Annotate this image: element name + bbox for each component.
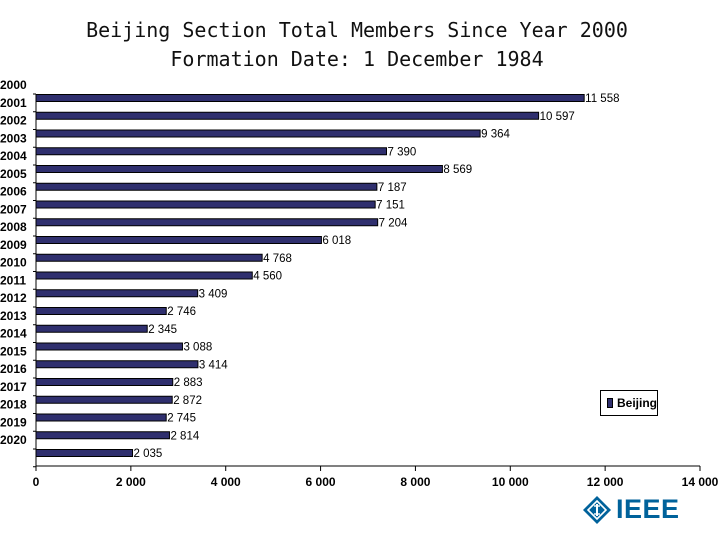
bar (35, 378, 174, 386)
ieee-logo: IEEE (582, 494, 680, 525)
y-tick-label: 2003 (0, 131, 27, 145)
bar (35, 271, 253, 280)
bar-value-label: 10 597 (540, 111, 575, 123)
y-tick-label: 2013 (0, 309, 27, 323)
bar (35, 218, 379, 227)
bar-value-label: 2 035 (134, 448, 163, 460)
y-tick-label: 2015 (0, 344, 27, 358)
bar (35, 165, 443, 173)
ieee-diamond-icon (583, 495, 611, 524)
bar (35, 449, 134, 457)
bar-value-label: 3 414 (199, 359, 228, 371)
y-tick-label: 2016 (0, 362, 27, 376)
chart-legend: Beijing (600, 390, 658, 416)
bar-value-label: 2 883 (174, 377, 203, 389)
bar-value-label: 4 768 (263, 253, 292, 265)
bar-value-label: 7 390 (387, 146, 416, 158)
y-tick-label: 2000 (0, 78, 27, 92)
y-tick-label: 2006 (0, 185, 27, 199)
y-tick-label: 2010 (0, 256, 27, 270)
x-tick-label: 10 000 (492, 475, 529, 489)
x-tick-label: 0 (33, 475, 40, 489)
bar (35, 431, 170, 440)
y-tick-label: 2014 (0, 327, 27, 341)
y-tick-label: 2007 (0, 202, 27, 216)
chart-title-line-1: Beijing Section Total Members Since Year… (86, 18, 628, 42)
y-tick-label: 2017 (0, 380, 27, 394)
ieee-wordmark: IEEE (616, 494, 680, 524)
bar (35, 307, 167, 315)
bar (35, 324, 148, 333)
bar (35, 129, 481, 138)
bar (35, 147, 387, 156)
bar (35, 182, 378, 191)
bar-value-label: 3 088 (183, 342, 212, 354)
y-tick-label: 2004 (0, 149, 27, 163)
bar-value-label: 2 814 (170, 430, 199, 442)
bar (35, 289, 199, 298)
bar (35, 395, 173, 404)
bar-value-label: 2 746 (167, 306, 196, 318)
chart-title-line-2: Formation Date: 1 December 1984 (170, 47, 544, 71)
bar (35, 236, 322, 244)
y-tick-label: 2011 (0, 273, 26, 287)
legend-swatch (607, 398, 613, 408)
y-tick-label: 2018 (0, 398, 27, 412)
bar (35, 360, 199, 369)
bar-value-label: 3 409 (199, 288, 228, 300)
x-tick-label: 14 000 (682, 475, 719, 489)
bar-value-label: 8 569 (443, 164, 472, 176)
bar (35, 413, 167, 422)
bar-value-label: 2 872 (173, 395, 202, 407)
legend-label: Beijing (616, 396, 657, 410)
bar (35, 342, 183, 351)
bar-value-label: 7 204 (379, 217, 408, 229)
bar-value-label: 11 558 (585, 93, 619, 105)
y-tick-label: 2012 (0, 291, 27, 305)
bar-value-label: 6 018 (322, 235, 351, 247)
y-tick-label: 2001 (0, 96, 27, 110)
bar (35, 94, 585, 102)
y-tick-label: 2009 (0, 238, 27, 252)
bar-value-label: 9 364 (481, 129, 510, 141)
y-tick-label: 2019 (0, 415, 27, 429)
x-tick-label: 12 000 (587, 475, 624, 489)
x-tick-label: 2 000 (116, 475, 146, 489)
bar (35, 253, 263, 262)
y-tick-label: 2002 (0, 114, 27, 128)
x-tick-label: 6 000 (306, 475, 336, 489)
bar-value-label: 7 151 (376, 200, 405, 212)
x-tick-label: 4 000 (211, 475, 241, 489)
bar-value-label: 2 745 (167, 413, 196, 425)
x-tick-label: 8 000 (400, 475, 430, 489)
bar (35, 200, 376, 209)
bar-value-label: 4 560 (253, 271, 282, 283)
y-tick-label: 2020 (0, 433, 27, 447)
bar-value-label: 7 187 (378, 182, 407, 194)
bar-value-label: 2 345 (148, 324, 177, 336)
y-tick-label: 2008 (0, 220, 27, 234)
y-tick-label: 2005 (0, 167, 27, 181)
bar (35, 111, 540, 120)
